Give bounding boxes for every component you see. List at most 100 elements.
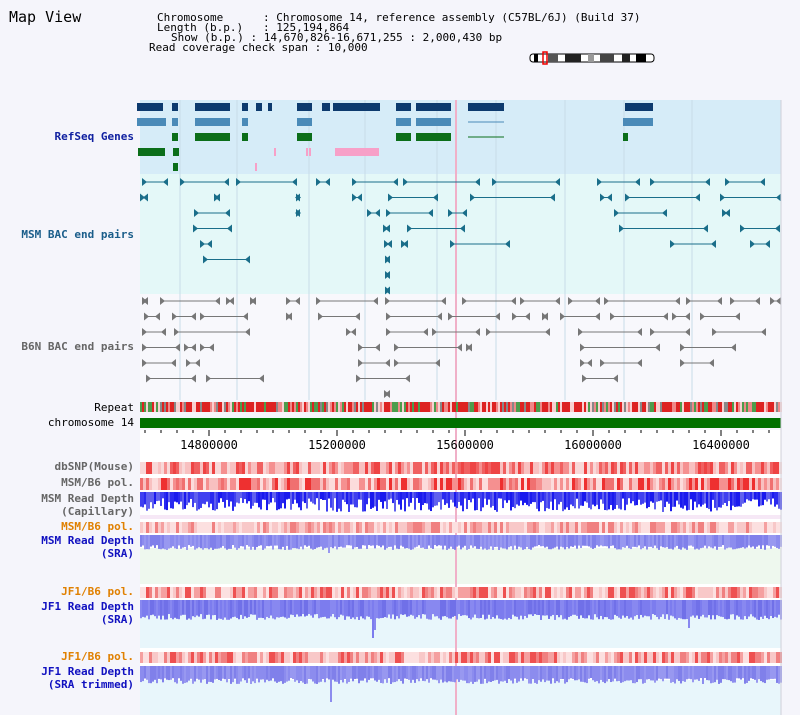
msm-bac-pair-0-3-end-b[interactable] — [325, 178, 330, 186]
msm-bac-pair-0-6-end-b[interactable] — [555, 178, 560, 186]
msm-bac-pair-3-3-end-b[interactable] — [703, 224, 708, 233]
gene-feature-green-5[interactable] — [416, 133, 451, 141]
b6n-bac-pair-4-0-end-b[interactable] — [171, 359, 176, 367]
b6n-bac-pair-1-9-end-a[interactable] — [560, 312, 565, 321]
b6n-bac-pair-0-11-end-a[interactable] — [686, 297, 691, 305]
b6n-bac-pair-0-9-end-a[interactable] — [568, 297, 573, 305]
b6n-bac-pair-1-5-end-b[interactable] — [437, 312, 442, 321]
gene-feature-green-extra[interactable] — [138, 148, 165, 156]
b6n-bac-pair-2-4-end-b[interactable] — [475, 328, 480, 336]
gene-feature-green-4[interactable] — [396, 133, 411, 141]
b6n-bac-pair-1-6-end-a[interactable] — [448, 312, 453, 321]
b6n-bac-pair-0-7-end-b[interactable] — [511, 297, 516, 305]
b6n-bac-pair-0-11-end-b[interactable] — [717, 297, 722, 305]
msm-bac-pair-4-3-end-b[interactable] — [505, 240, 510, 248]
gene-feature-dark-7[interactable] — [322, 103, 330, 111]
msm-bac-pair-1-8-end-a[interactable] — [720, 193, 725, 202]
track-label-b6n-bac[interactable]: B6N BAC end pairs — [21, 340, 134, 353]
msm-bac-pair-0-0-end-b[interactable] — [163, 178, 168, 186]
msm-bac-pair-1-3-end-b[interactable] — [357, 193, 362, 202]
msm-bac-pair-2-3-end-b[interactable] — [428, 209, 433, 217]
b6n-bac-pair-2-8-end-a[interactable] — [712, 328, 717, 336]
gene-feature-green-extra-2[interactable] — [173, 148, 179, 156]
b6n-bac-pair-2-2-end-b[interactable] — [351, 328, 356, 336]
gene-feature-dark-4[interactable] — [256, 103, 262, 111]
msm-bac-pair-4-0-end-b[interactable] — [207, 240, 212, 248]
b6n-bac-pair-1-6-end-b[interactable] — [495, 312, 500, 321]
b6n-bac-pair-0-7-end-a[interactable] — [462, 297, 467, 305]
msm-bac-pair-1-6-end-b[interactable] — [607, 193, 612, 202]
b6n-bac-pair-0-3-end-b[interactable] — [251, 297, 256, 305]
msm-bac-pair-6-0-end-b[interactable] — [385, 271, 390, 279]
b6n-bac-pair-0-8-end-a[interactable] — [520, 297, 525, 305]
msm-bac-pair-2-4-end-a[interactable] — [448, 209, 453, 217]
msm-bac-pair-5-1-end-b[interactable] — [385, 255, 390, 264]
b6n-bac-pair-1-2-end-a[interactable] — [200, 312, 205, 321]
b6n-bac-pair-0-5-end-b[interactable] — [373, 297, 378, 305]
msm-bac-pair-1-8-end-b[interactable] — [776, 193, 781, 202]
gene-feature-pink-small-2[interactable] — [309, 148, 311, 156]
b6n-bac-pair-4-3-end-a[interactable] — [394, 359, 399, 367]
track-label-refseq[interactable]: RefSeq Genes — [54, 130, 134, 143]
gene-feature-dark-2[interactable] — [195, 103, 230, 111]
gene-feature-mid-7[interactable] — [623, 118, 653, 126]
b6n-bac-pair-4-5-end-a[interactable] — [600, 359, 605, 367]
b6n-bac-pair-6-0-end-b[interactable] — [385, 390, 390, 398]
b6n-bac-pair-4-2-end-a[interactable] — [358, 359, 363, 367]
b6n-bac-pair-0-1-end-a[interactable] — [160, 297, 165, 305]
msm-bac-pair-4-5-end-b[interactable] — [765, 240, 770, 248]
b6n-bac-pair-3-4-end-b[interactable] — [457, 343, 462, 352]
b6n-bac-pair-4-4-end-b[interactable] — [587, 359, 592, 367]
msm-bac-pair-1-4-end-b[interactable] — [433, 193, 438, 202]
b6n-bac-pair-3-0-end-b[interactable] — [175, 343, 180, 352]
b6n-bac-pair-1-9-end-b[interactable] — [595, 312, 600, 321]
gene-feature-pink[interactable] — [335, 148, 379, 156]
b6n-bac-pair-1-5-end-a[interactable] — [386, 312, 391, 321]
b6n-bac-pair-1-7-end-b[interactable] — [525, 312, 530, 321]
msm-bac-pair-1-2-end-b[interactable] — [295, 193, 300, 202]
msm-bac-pair-0-8-end-b[interactable] — [705, 178, 710, 186]
msm-bac-pair-0-2-end-b[interactable] — [292, 178, 297, 186]
b6n-bac-pair-2-4-end-a[interactable] — [432, 328, 437, 336]
msm-bac-pair-3-0-end-a[interactable] — [193, 224, 198, 233]
msm-bac-pair-2-3-end-a[interactable] — [386, 209, 391, 217]
msm-bac-pair-0-9-end-b[interactable] — [760, 178, 765, 186]
gene-feature-green-3[interactable] — [297, 133, 312, 141]
b6n-bac-pair-5-3-end-a[interactable] — [582, 374, 587, 383]
msm-bac-pair-1-6-end-a[interactable] — [600, 193, 605, 202]
b6n-bac-pair-0-6-end-b[interactable] — [441, 297, 446, 305]
msm-bac-pair-2-2-end-a[interactable] — [367, 209, 372, 217]
msm-bac-pair-0-4-end-b[interactable] — [393, 178, 398, 186]
b6n-bac-pair-1-11-end-b[interactable] — [685, 312, 690, 321]
gene-feature-dark-10[interactable] — [416, 103, 451, 111]
b6n-bac-pair-0-6-end-a[interactable] — [385, 297, 390, 305]
gene-feature-mid-3[interactable] — [242, 118, 248, 126]
msm-bac-pair-5-0-end-a[interactable] — [203, 255, 208, 264]
b6n-bac-pair-5-2-end-b[interactable] — [405, 374, 410, 383]
gene-feature-mid-0[interactable] — [137, 118, 166, 126]
b6n-bac-pair-0-1-end-b[interactable] — [215, 297, 220, 305]
b6n-bac-pair-4-1-end-a[interactable] — [186, 359, 191, 367]
msm-bac-pair-2-2-end-b[interactable] — [375, 209, 380, 217]
b6n-bac-pair-2-0-end-b[interactable] — [161, 328, 166, 336]
msm-bac-pair-0-2-end-a[interactable] — [236, 178, 241, 186]
b6n-bac-pair-3-1-end-b[interactable] — [191, 343, 196, 352]
msm-bac-pair-4-2-end-b[interactable] — [403, 240, 408, 248]
msm-bac-pair-0-9-end-a[interactable] — [725, 178, 730, 186]
b6n-bac-pair-0-0-end-b[interactable] — [143, 297, 148, 305]
b6n-bac-pair-1-3-end-b[interactable] — [287, 312, 292, 321]
gene-feature-dark-0[interactable] — [137, 103, 163, 111]
b6n-bac-pair-2-0-end-a[interactable] — [142, 328, 147, 336]
gene-feature-mid-4[interactable] — [297, 118, 312, 126]
msm-bac-pair-0-1-end-a[interactable] — [180, 178, 185, 186]
b6n-bac-pair-3-1-end-a[interactable] — [184, 343, 189, 352]
msm-bac-pair-0-3-end-a[interactable] — [316, 178, 321, 186]
b6n-bac-pair-2-5-end-b[interactable] — [545, 328, 550, 336]
msm-bac-pair-1-7-end-a[interactable] — [625, 193, 630, 202]
msm-bac-pair-3-2-end-b[interactable] — [460, 224, 465, 233]
gene-feature-dark-9[interactable] — [396, 103, 411, 111]
msm-bac-pair-1-5-end-a[interactable] — [470, 193, 475, 202]
gene-feature-mid-5[interactable] — [396, 118, 411, 126]
b6n-bac-pair-2-5-end-a[interactable] — [486, 328, 491, 336]
gene-feature-mid-6[interactable] — [416, 118, 451, 126]
